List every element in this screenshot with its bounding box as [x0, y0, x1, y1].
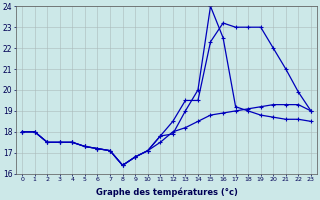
X-axis label: Graphe des températures (°c): Graphe des températures (°c) — [96, 188, 237, 197]
